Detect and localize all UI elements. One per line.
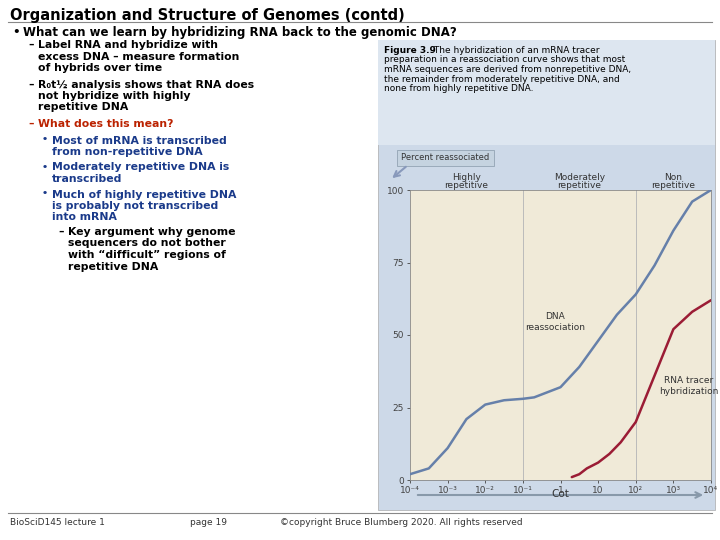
Text: into mRNA: into mRNA xyxy=(52,213,117,222)
Text: Much of highly repetitive DNA: Much of highly repetitive DNA xyxy=(52,190,236,199)
Text: from non-repetitive DNA: from non-repetitive DNA xyxy=(52,147,202,157)
Text: repetitive DNA: repetitive DNA xyxy=(38,103,128,112)
Text: Organization and Structure of Genomes (contd): Organization and Structure of Genomes (c… xyxy=(10,8,405,23)
Text: –: – xyxy=(28,119,34,129)
Text: preparation in a reassociation curve shows that most: preparation in a reassociation curve sho… xyxy=(384,56,625,64)
Text: repetitive: repetitive xyxy=(557,181,601,190)
Text: Key argument why genome: Key argument why genome xyxy=(68,227,235,237)
Text: The hybridization of an mRNA tracer: The hybridization of an mRNA tracer xyxy=(431,46,600,55)
Text: Moderately: Moderately xyxy=(554,173,605,182)
Text: –: – xyxy=(58,227,63,237)
Text: Moderately repetitive DNA is: Moderately repetitive DNA is xyxy=(52,163,229,172)
Text: Figure 3.9: Figure 3.9 xyxy=(384,46,436,55)
Text: –: – xyxy=(28,79,34,90)
Bar xyxy=(410,190,711,480)
Text: •: • xyxy=(42,163,48,172)
Text: repetitive DNA: repetitive DNA xyxy=(68,261,158,272)
Text: of hybrids over time: of hybrids over time xyxy=(38,63,162,73)
Text: sequencers do not bother: sequencers do not bother xyxy=(68,239,226,248)
Text: Most of mRNA is transcribed: Most of mRNA is transcribed xyxy=(52,136,227,145)
Text: •: • xyxy=(12,26,19,39)
Text: DNA
reassociation: DNA reassociation xyxy=(525,312,585,332)
Text: •: • xyxy=(42,190,48,199)
Bar xyxy=(378,40,715,510)
Text: Label RNA and hybridize with: Label RNA and hybridize with xyxy=(38,40,218,50)
Text: BioSciD145 lecture 1: BioSciD145 lecture 1 xyxy=(10,518,105,527)
Text: transcribed: transcribed xyxy=(52,174,122,184)
Text: repetitive: repetitive xyxy=(444,181,488,190)
Text: ©copyright Bruce Blumberg 2020. All rights reserved: ©copyright Bruce Blumberg 2020. All righ… xyxy=(280,518,523,527)
Text: Percent reassociated: Percent reassociated xyxy=(401,152,490,161)
Text: excess DNA – measure formation: excess DNA – measure formation xyxy=(38,51,239,62)
Text: •: • xyxy=(42,136,48,145)
Text: Highly: Highly xyxy=(452,173,481,182)
FancyBboxPatch shape xyxy=(397,150,494,166)
Text: not hybridize with highly: not hybridize with highly xyxy=(38,91,191,101)
Text: page 19: page 19 xyxy=(190,518,227,527)
Text: RNA tracer
hybridization: RNA tracer hybridization xyxy=(659,376,718,396)
Text: What can we learn by hybridizing RNA back to the genomic DNA?: What can we learn by hybridizing RNA bac… xyxy=(23,26,456,39)
Text: none from highly repetitive DNA.: none from highly repetitive DNA. xyxy=(384,84,534,93)
Text: the remainder from moderately repetitive DNA, and: the remainder from moderately repetitive… xyxy=(384,75,620,84)
Text: with “difficult” regions of: with “difficult” regions of xyxy=(68,250,226,260)
Text: R₀t½ analysis shows that RNA does: R₀t½ analysis shows that RNA does xyxy=(38,79,254,90)
Text: What does this mean?: What does this mean? xyxy=(38,119,174,129)
Text: –: – xyxy=(28,40,34,50)
Text: Cot: Cot xyxy=(552,489,570,499)
Text: is probably not transcribed: is probably not transcribed xyxy=(52,201,218,211)
Text: mRNA sequences are derived from nonrepetitive DNA,: mRNA sequences are derived from nonrepet… xyxy=(384,65,631,74)
Text: repetitive: repetitive xyxy=(652,181,696,190)
Text: Non: Non xyxy=(665,173,683,182)
Bar xyxy=(378,40,715,145)
